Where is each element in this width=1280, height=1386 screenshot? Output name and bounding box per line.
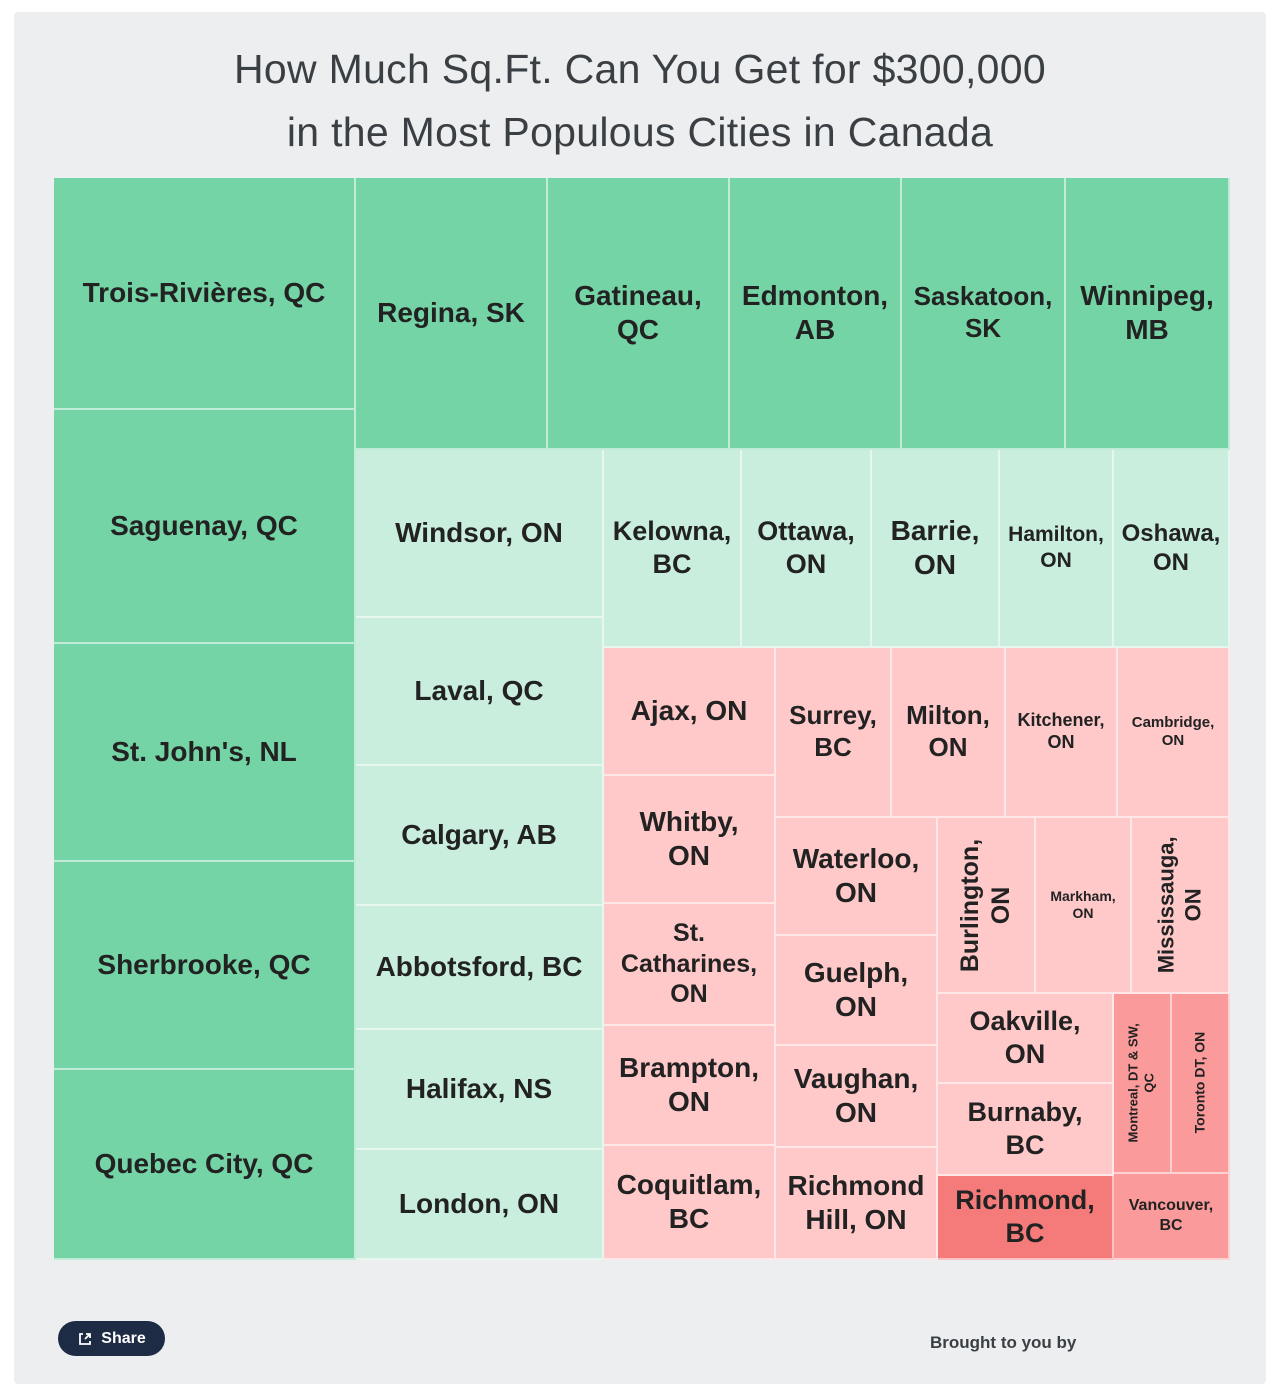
title-line-2: in the Most Populous Cities in Canada bbox=[286, 109, 994, 155]
chart-card bbox=[14, 12, 1266, 1384]
credit-text: Brought to you by bbox=[930, 1333, 1077, 1352]
share-label: Share bbox=[101, 1329, 146, 1347]
share-icon bbox=[79, 1332, 92, 1345]
share-button[interactable]: Share bbox=[58, 1321, 165, 1356]
chart-title: How Much Sq.Ft. Can You Get for $300,000… bbox=[0, 38, 1280, 164]
title-line-1: How Much Sq.Ft. Can You Get for $300,000 bbox=[234, 46, 1046, 92]
